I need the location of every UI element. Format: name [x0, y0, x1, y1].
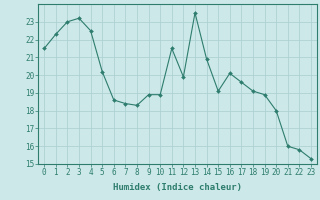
X-axis label: Humidex (Indice chaleur): Humidex (Indice chaleur)	[113, 183, 242, 192]
